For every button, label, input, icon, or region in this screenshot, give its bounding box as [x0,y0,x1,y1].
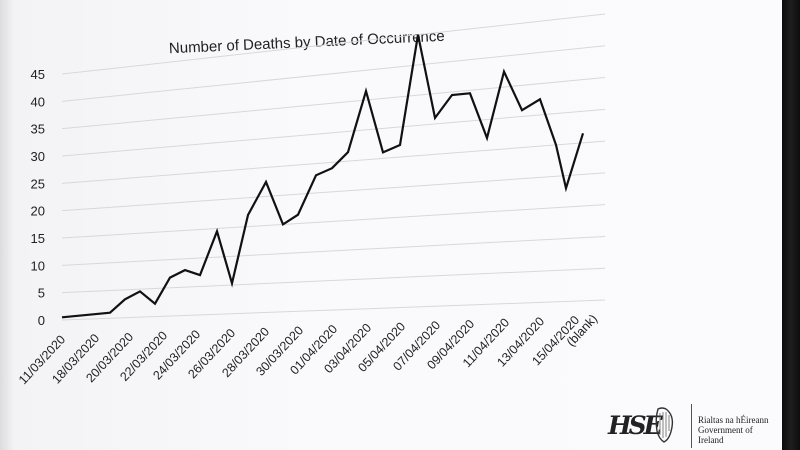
x-axis-labels: 11/03/202018/03/202020/03/202022/03/2020… [16,312,600,387]
deaths-series-line [61,34,585,319]
y-tick-label: 5 [38,286,45,301]
presentation-screen: Number of Deaths by Date of Occurrence 0… [0,0,782,450]
gridline [61,235,606,266]
gov-irish-name: Rialtas na hÉireann [698,415,769,425]
gridline [61,13,606,75]
y-tick-label: 10 [31,258,45,273]
y-axis-labels: 0 5 10 15 20 25 30 35 40 45 [31,67,45,328]
screen-bezel [782,0,800,450]
gridline [61,267,606,294]
y-tick-label: 45 [31,67,45,82]
y-tick-label: 35 [31,122,45,137]
gridlines [61,13,606,321]
harp-icon [655,407,674,443]
gridline [61,172,606,212]
line-chart: Number of Deaths by Date of Occurrence 0… [16,13,606,387]
gridline [61,140,606,184]
gridline [61,108,606,157]
gov-english-name: Government of Ireland [698,425,753,445]
hse-logo: HSE [608,411,663,440]
gridline [61,77,606,130]
y-tick-label: 40 [31,94,45,109]
gridline [61,299,606,321]
government-of-ireland-logo: Rialtas na hÉireann Government of Irelan… [698,415,780,445]
logo-divider [691,404,692,448]
chart-title: Number of Deaths by Date of Occurrence [169,28,445,58]
y-tick-label: 20 [31,204,45,219]
y-tick-label: 25 [31,176,45,191]
y-tick-label: 0 [38,313,45,328]
logo-bar: HSE Rialtas na hÉireann Government of Ir… [600,400,780,448]
y-tick-label: 15 [31,231,45,246]
gridline [61,204,606,239]
gridline [61,45,606,102]
y-tick-label: 30 [31,149,45,164]
